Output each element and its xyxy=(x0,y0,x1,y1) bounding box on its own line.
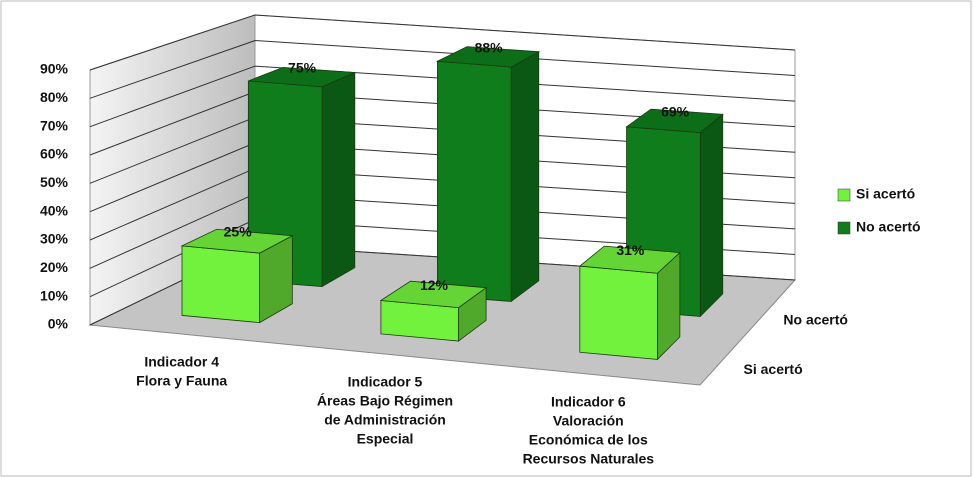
bar-front xyxy=(437,60,512,302)
legend-label: No acertó xyxy=(856,219,921,235)
x-tick-label: Áreas Bajo Régimen xyxy=(317,393,453,409)
y-tick-label: 40% xyxy=(40,202,69,218)
y-tick-label: 30% xyxy=(40,231,69,247)
bar-top xyxy=(248,66,355,88)
bar-side xyxy=(510,51,540,303)
x-tick-label: Valoración xyxy=(553,413,624,429)
bar-front xyxy=(579,265,658,360)
bar xyxy=(578,245,681,361)
y-tick-label: 90% xyxy=(40,61,69,77)
bar-side xyxy=(699,113,724,318)
x-tick-label: Indicador 6 xyxy=(551,394,626,410)
bar xyxy=(435,46,541,303)
x-tick-label: Especial xyxy=(357,431,414,447)
bar-top xyxy=(435,46,541,68)
data-label: 88% xyxy=(475,39,504,55)
grid-line xyxy=(89,14,796,71)
y-tick-label: 70% xyxy=(40,117,69,133)
data-label: 69% xyxy=(661,103,690,119)
depth-label: Si acertó xyxy=(744,361,803,377)
x-tick-label: Económica de los xyxy=(529,432,648,448)
x-tick-label: Recursos Naturales xyxy=(523,451,655,467)
y-tick-label: 50% xyxy=(40,174,69,190)
data-label: 25% xyxy=(224,224,253,240)
grid-line xyxy=(89,40,796,99)
data-label: 31% xyxy=(616,242,645,258)
bar-top xyxy=(379,280,488,309)
legend-swatch xyxy=(837,221,851,235)
bar xyxy=(247,66,356,288)
x-tick-label: de Administración xyxy=(324,412,446,428)
legend-swatch xyxy=(837,188,851,202)
x-tick-label: Flora y Fauna xyxy=(136,373,227,389)
x-tick-label: Indicador 4 xyxy=(144,354,219,370)
bar xyxy=(180,228,294,324)
x-tick-label: Indicador 5 xyxy=(348,374,423,390)
y-tick-label: 0% xyxy=(48,316,69,332)
bar-top xyxy=(625,108,724,134)
data-label: 12% xyxy=(420,277,449,293)
grid-line xyxy=(89,65,796,128)
depth-label: No acertó xyxy=(783,311,848,327)
y-tick-label: 60% xyxy=(40,146,69,162)
y-tick-label: 10% xyxy=(40,287,69,303)
bar-side xyxy=(321,71,356,288)
bar-top xyxy=(180,228,294,254)
y-tick-label: 80% xyxy=(40,89,69,105)
y-tick-label: 20% xyxy=(40,259,69,275)
legend-label: Si acertó xyxy=(856,186,915,202)
data-label: 75% xyxy=(288,60,317,76)
bar-top xyxy=(578,245,681,274)
bar xyxy=(379,280,488,342)
bar-front xyxy=(181,245,260,324)
